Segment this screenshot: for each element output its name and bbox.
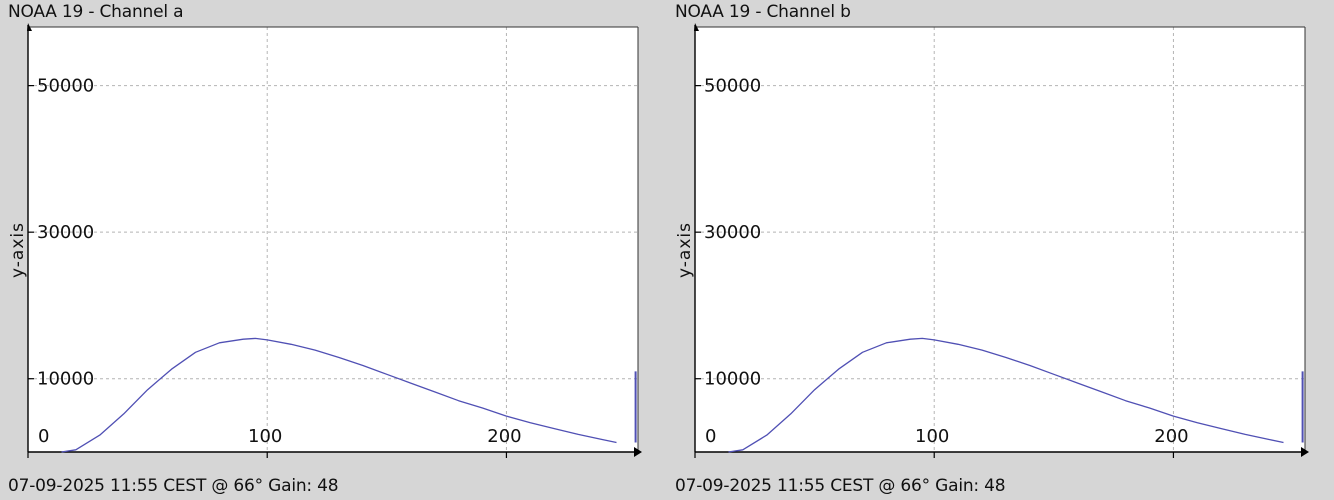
y-axis-arrow [694, 23, 699, 31]
y-axis-label: y-axis [675, 222, 695, 278]
x-tick-label: 0 [705, 426, 716, 447]
x-tick-label: 200 [487, 426, 521, 447]
chart-title: NOAA 19 - Channel b [675, 2, 851, 22]
x-tick-label: 100 [915, 426, 949, 447]
plot-area [695, 27, 1305, 452]
series-line [61, 337, 617, 453]
chart-plot-b: 0 100 200 10000 30000 50000 [694, 23, 1309, 458]
x-tick-label: 0 [38, 426, 49, 447]
y-tick-label: 50000 [704, 76, 761, 97]
y-axis-arrow [27, 23, 32, 31]
y-tick-label: 50000 [37, 76, 94, 97]
status-footer: 07-09-2025 11:55 CEST @ 66° Gain: 48 [8, 476, 339, 496]
plot-area [28, 27, 638, 452]
y-tick-label: 10000 [37, 369, 94, 390]
chart-panel-b: NOAA 19 - Channel b 0 100 200 10000 30000 500… [667, 0, 1327, 500]
y-tick-label: 30000 [704, 222, 761, 243]
x-axis-arrow [1301, 447, 1309, 457]
x-tick-label: 100 [248, 426, 282, 447]
y-tick-label: 30000 [37, 222, 94, 243]
x-axis-arrow [634, 447, 642, 457]
y-axis-label: y-axis [8, 222, 28, 278]
series-line [728, 337, 1284, 453]
chart-plot-a: 0 100 200 10000 30000 50000 [27, 23, 642, 458]
y-tick-label: 10000 [704, 369, 761, 390]
status-footer: 07-09-2025 11:55 CEST @ 66° Gain: 48 [675, 476, 1006, 496]
x-tick-label: 200 [1154, 426, 1188, 447]
chart-panel-a: NOAA 19 - Channel a 0 100 200 10000 30000 500… [0, 0, 660, 500]
chart-title: NOAA 19 - Channel a [8, 2, 184, 22]
